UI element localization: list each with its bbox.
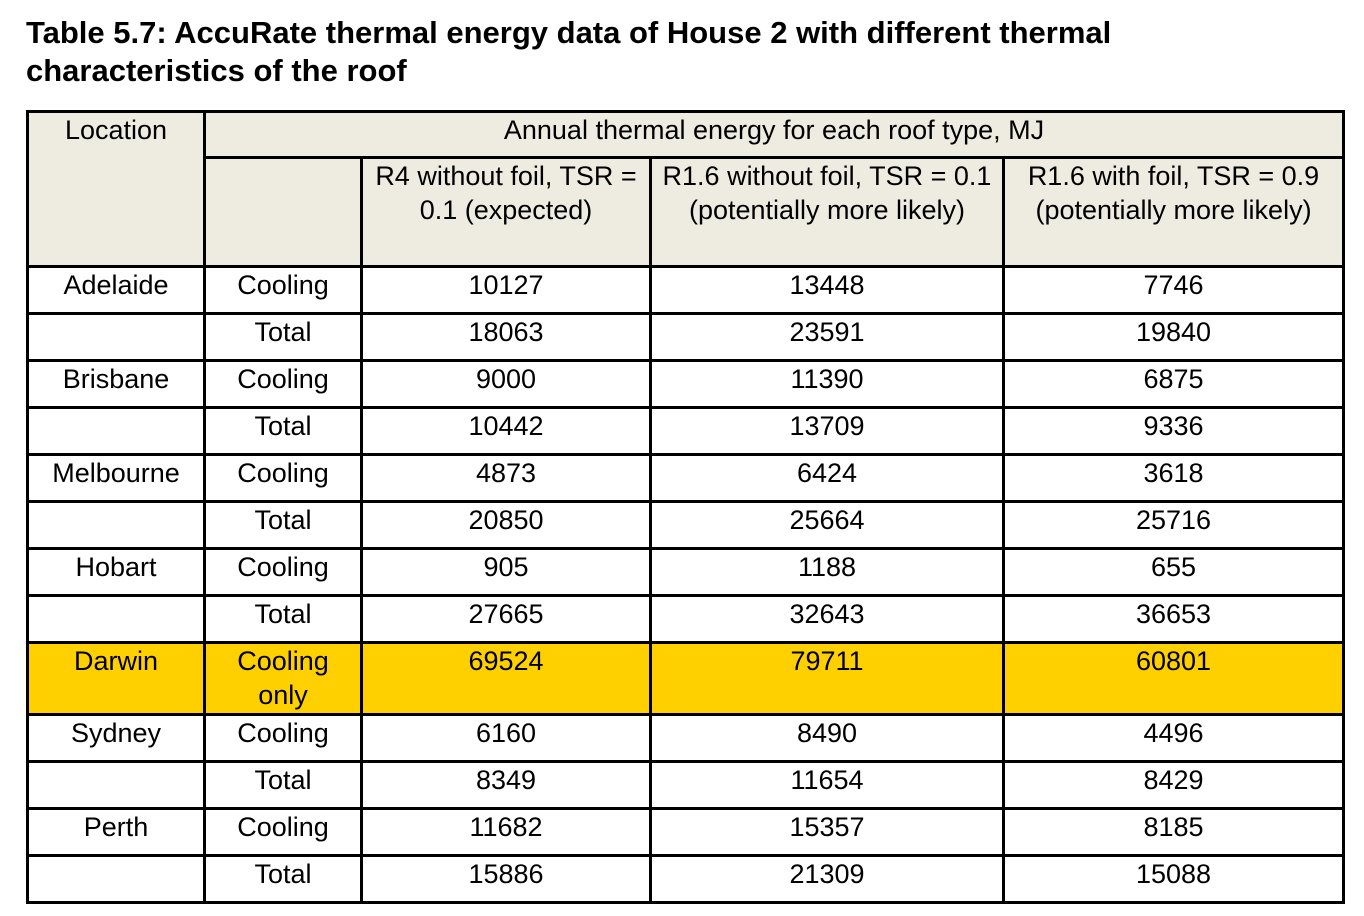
table-title: Table 5.7: AccuRate thermal energy data … [26, 15, 1112, 88]
energy-type-cell: Total [203, 854, 363, 904]
table-row: Darwin Cooling only 69524 79711 60801 [26, 641, 1346, 716]
location-cell: Melbourne [26, 453, 206, 503]
energy-type-cell: Cooling [203, 807, 363, 857]
value-cell: 21309 [649, 854, 1005, 904]
table-row: Total 27665 32643 36653 [26, 594, 1346, 644]
value-cell: 15357 [649, 807, 1005, 857]
value-cell: 7746 [1001, 265, 1346, 315]
value-cell: 10127 [360, 265, 652, 315]
location-cell: Brisbane [26, 359, 206, 409]
table-row: Melbourne Cooling 4873 6424 3618 [26, 453, 1346, 503]
energy-type-cell: Total [203, 406, 363, 456]
value-cell: 905 [360, 547, 652, 597]
table-row: Adelaide Cooling 10127 13448 7746 [26, 265, 1346, 315]
location-cell [26, 406, 206, 456]
value-cell: 60801 [1001, 641, 1346, 716]
value-cell: 13448 [649, 265, 1005, 315]
value-cell: 11682 [360, 807, 652, 857]
energy-type-cell: Cooling [203, 713, 363, 763]
col-header-r4: R4 without foil, TSR = 0.1 (expected) [360, 156, 652, 268]
energy-type-cell: Cooling [203, 265, 363, 315]
value-cell: 11390 [649, 359, 1005, 409]
value-cell: 6875 [1001, 359, 1346, 409]
value-cell: 15088 [1001, 854, 1346, 904]
value-cell: 79711 [649, 641, 1005, 716]
header-row: Location Annual thermal energy for each … [26, 110, 1346, 268]
table-row: Total 8349 11654 8429 [26, 760, 1346, 810]
table-row: Total 15886 21309 15088 [26, 854, 1346, 904]
value-cell: 32643 [649, 594, 1005, 644]
value-cell: 19840 [1001, 312, 1346, 362]
value-cell: 23591 [649, 312, 1005, 362]
value-cell: 8490 [649, 713, 1005, 763]
col-header-r16-foil: R1.6 with foil, TSR = 0.9 (potentially m… [1001, 156, 1346, 268]
location-header: Location [26, 110, 206, 268]
col-header-r16-no-foil: R1.6 without foil, TSR = 0.1 (potentiall… [649, 156, 1005, 268]
value-cell: 25664 [649, 500, 1005, 550]
location-cell [26, 312, 206, 362]
value-cell: 4496 [1001, 713, 1346, 763]
value-cell: 11654 [649, 760, 1005, 810]
table-row: Total 20850 25664 25716 [26, 500, 1346, 550]
energy-type-cell: Total [203, 760, 363, 810]
value-cell: 18063 [360, 312, 652, 362]
location-cell: Hobart [26, 547, 206, 597]
value-cell: 13709 [649, 406, 1005, 456]
value-cell: 25716 [1001, 500, 1346, 550]
value-cell: 3618 [1001, 453, 1346, 503]
location-cell: Darwin [26, 641, 206, 716]
energy-type-cell: Total [203, 312, 363, 362]
value-cell: 69524 [360, 641, 652, 716]
type-header [203, 156, 363, 268]
table-row: Total 10442 13709 9336 [26, 406, 1346, 456]
group-header: Annual thermal energy for each roof type… [202, 110, 1346, 159]
table-row: Hobart Cooling 905 1188 655 [26, 547, 1346, 597]
value-cell: 15886 [360, 854, 652, 904]
location-cell [26, 760, 206, 810]
table-row: Total 18063 23591 19840 [26, 312, 1346, 362]
energy-type-cell: Cooling only [203, 641, 363, 716]
energy-type-cell: Cooling [203, 453, 363, 503]
value-cell: 6160 [360, 713, 652, 763]
table-row: Perth Cooling 11682 15357 8185 [26, 807, 1346, 857]
subheader-row: R4 without foil, TSR = 0.1 (expected) R1… [28, 156, 1346, 268]
value-cell: 655 [1001, 547, 1346, 597]
table-row: Sydney Cooling 6160 8490 4496 [26, 713, 1346, 763]
location-cell: Perth [26, 807, 206, 857]
value-cell: 9336 [1001, 406, 1346, 456]
energy-type-cell: Total [203, 594, 363, 644]
value-cell: 1188 [649, 547, 1005, 597]
energy-type-cell: Cooling [203, 547, 363, 597]
value-cell: 9000 [360, 359, 652, 409]
energy-type-cell: Cooling [203, 359, 363, 409]
value-cell: 8185 [1001, 807, 1346, 857]
thermal-energy-table: Location Annual thermal energy for each … [26, 110, 1346, 904]
value-cell: 6424 [649, 453, 1005, 503]
value-cell: 36653 [1001, 594, 1346, 644]
value-cell: 8349 [360, 760, 652, 810]
value-cell: 20850 [360, 500, 652, 550]
value-cell: 8429 [1001, 760, 1346, 810]
energy-type-cell: Total [203, 500, 363, 550]
value-cell: 10442 [360, 406, 652, 456]
value-cell: 4873 [360, 453, 652, 503]
location-cell [26, 854, 206, 904]
table-row: Brisbane Cooling 9000 11390 6875 [26, 359, 1346, 409]
location-cell: Adelaide [26, 265, 206, 315]
location-cell [26, 500, 206, 550]
location-cell [26, 594, 206, 644]
value-cell: 27665 [360, 594, 652, 644]
location-cell: Sydney [26, 713, 206, 763]
